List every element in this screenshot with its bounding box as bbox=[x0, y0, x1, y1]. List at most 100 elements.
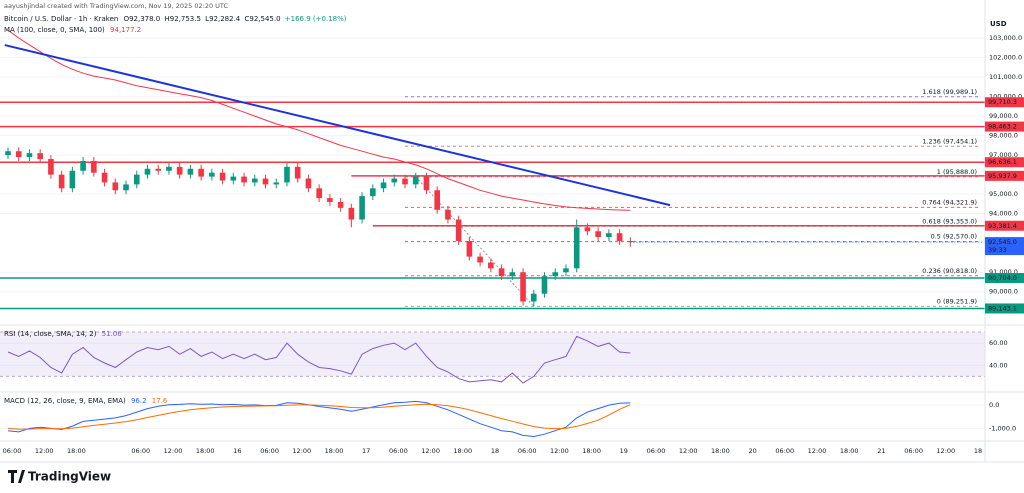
candle-body bbox=[402, 178, 408, 185]
ma-value: 94,177.2 bbox=[110, 26, 141, 34]
candle-body bbox=[627, 241, 634, 243]
brand: TradingView bbox=[28, 470, 111, 484]
candle-body bbox=[616, 233, 623, 242]
x-tick-label: 12:00 bbox=[421, 447, 440, 455]
ohlc: L92,282.4 bbox=[205, 15, 241, 23]
candle-body bbox=[91, 160, 97, 173]
candle-body bbox=[15, 151, 22, 158]
y-tick-label: 91,000.0 bbox=[989, 268, 1018, 276]
candle-body bbox=[412, 176, 419, 185]
level-tag bbox=[985, 220, 1024, 231]
fib-label: 0.236 (90,818.0) bbox=[922, 267, 977, 275]
candle-body bbox=[423, 176, 430, 191]
x-tick-label: 12:00 bbox=[679, 447, 698, 455]
y-tick-label: 101,000.0 bbox=[989, 73, 1022, 81]
candle-body bbox=[37, 153, 43, 160]
level-tag bbox=[985, 121, 1024, 132]
y-tick-label: 97,000.0 bbox=[989, 151, 1018, 159]
y-tick-label: 103,000.0 bbox=[989, 34, 1022, 42]
candle-body bbox=[209, 172, 215, 177]
candle-body bbox=[370, 188, 376, 197]
candle-body bbox=[112, 182, 119, 191]
level-tag bbox=[985, 170, 1024, 181]
candle-body bbox=[466, 241, 473, 257]
series-line bbox=[7, 400, 631, 438]
candle-body bbox=[337, 201, 344, 208]
candle-body bbox=[541, 276, 548, 294]
fib-label: 0.764 (94,321.9) bbox=[922, 198, 977, 206]
candle-body bbox=[477, 256, 483, 263]
ohlc: C92,545.0 bbox=[244, 15, 280, 23]
x-tick-label: 18:00 bbox=[453, 447, 472, 455]
y-tick-label: 90,000.0 bbox=[989, 288, 1018, 296]
x-tick-label: 18:00 bbox=[196, 447, 215, 455]
fib-label: 0 (89,251.9) bbox=[937, 297, 977, 305]
fib-label: 0.5 (92,570.0) bbox=[931, 233, 977, 241]
x-tick-label: 18:00 bbox=[67, 447, 86, 455]
candle-body bbox=[498, 268, 505, 277]
candle-body bbox=[155, 168, 162, 171]
candle-body bbox=[166, 166, 172, 171]
fib-label: 1.236 (97,454.1) bbox=[922, 137, 977, 145]
last-price-label: 92,545.0 bbox=[988, 238, 1017, 246]
candle-body bbox=[69, 170, 76, 189]
plot bbox=[0, 29, 985, 438]
ma-legend: MA (100, close, 0, SMA, 100) 94,177.2 bbox=[4, 26, 141, 34]
candle-body bbox=[144, 168, 151, 175]
ohlc: H92,753.5 bbox=[165, 15, 201, 23]
brand-logo[interactable]: TradingView bbox=[8, 470, 111, 484]
x-tick-label: 12:00 bbox=[936, 447, 955, 455]
level-tag bbox=[985, 303, 1024, 314]
series-line bbox=[7, 335, 631, 384]
candle-body bbox=[391, 178, 398, 183]
y-tick-label: 60.00 bbox=[989, 339, 1008, 347]
signal-value: 17.6 bbox=[152, 397, 168, 405]
candle-body bbox=[359, 196, 365, 220]
level-label: 99,710.3 bbox=[988, 98, 1017, 106]
x-tick-label: 06:00 bbox=[647, 447, 666, 455]
x-tick-label: 06:00 bbox=[260, 447, 279, 455]
candle-body bbox=[284, 166, 290, 183]
symbol: Bitcoin / U.S. Dollar · 1h · Kraken bbox=[4, 15, 118, 23]
candle-body bbox=[563, 268, 569, 273]
series-line bbox=[7, 29, 631, 211]
x-tick-label: 18:00 bbox=[325, 447, 344, 455]
level-tag bbox=[985, 157, 1024, 168]
rsi-title: RSI (14, close, SMA, 14, 2) bbox=[4, 330, 97, 338]
y-tick-label: -1,000.0 bbox=[989, 424, 1016, 432]
candle-body bbox=[455, 219, 462, 242]
countdown: 39:33 bbox=[988, 246, 1007, 254]
candle-body bbox=[509, 272, 516, 277]
level-label: 89,143.1 bbox=[988, 304, 1017, 312]
x-tick-label: 06:00 bbox=[775, 447, 794, 455]
rsi-band bbox=[0, 331, 985, 377]
x-tick-label: 16 bbox=[233, 447, 241, 455]
candle-body bbox=[273, 182, 280, 185]
x-tick-label: 06:00 bbox=[518, 447, 537, 455]
candle-body bbox=[348, 207, 355, 220]
y-tick-label: 94,000.0 bbox=[989, 210, 1018, 218]
candle-body bbox=[48, 159, 54, 175]
fib-label: 1.618 (99,989.1) bbox=[922, 88, 977, 96]
level-tag bbox=[985, 273, 1024, 284]
x-tick-label: 18 bbox=[491, 447, 499, 455]
candle-body bbox=[488, 262, 494, 269]
x-tick-label: 12:00 bbox=[550, 447, 569, 455]
candle-body bbox=[58, 174, 65, 189]
candle-body bbox=[123, 184, 129, 191]
currency: USD bbox=[990, 20, 1007, 28]
x-tick-label: 18 bbox=[974, 447, 982, 455]
x-tick-label: 19 bbox=[620, 447, 628, 455]
candle-body bbox=[445, 209, 451, 220]
level-label: 93,381.4 bbox=[988, 222, 1017, 230]
candle-body bbox=[133, 174, 140, 185]
candle-body bbox=[294, 166, 301, 179]
x-tick-label: 12:00 bbox=[292, 447, 311, 455]
x-tick-label: 20 bbox=[748, 447, 756, 455]
level-label: 98,463.2 bbox=[988, 123, 1017, 131]
level-label: 95,937.9 bbox=[988, 172, 1017, 180]
candle-body bbox=[26, 153, 33, 158]
macd-legend: MACD (12, 26, close, 9, EMA, EMA) 96.2 1… bbox=[4, 397, 168, 405]
candle-body bbox=[80, 160, 86, 171]
